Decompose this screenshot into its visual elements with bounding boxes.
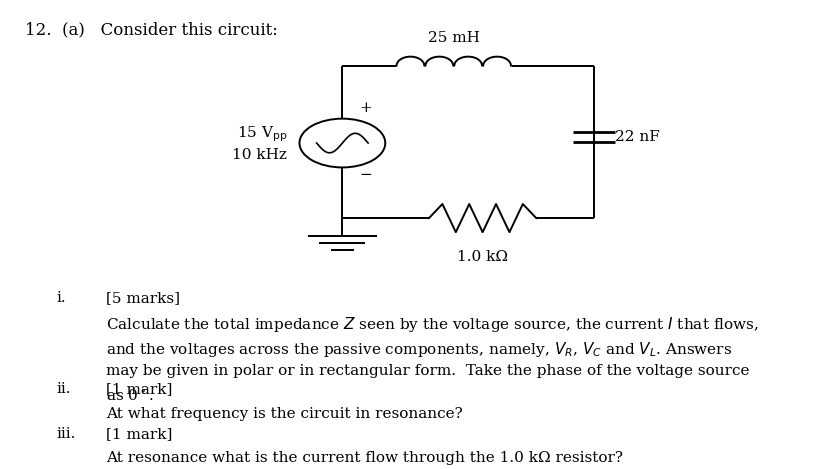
Text: 25 mH: 25 mH [428, 31, 479, 45]
Text: as 0$^\circ$.: as 0$^\circ$. [106, 388, 154, 404]
Text: −: − [360, 168, 372, 182]
Text: may be given in polar or in rectangular form.  Take the phase of the voltage sou: may be given in polar or in rectangular … [106, 364, 749, 378]
Text: 15 V$_{\rm pp}$: 15 V$_{\rm pp}$ [237, 125, 287, 144]
Text: and the voltages across the passive components, namely, $V_R$, $V_C$ and $V_L$. : and the voltages across the passive comp… [106, 340, 732, 359]
Text: 12.  (a)   Consider this circuit:: 12. (a) Consider this circuit: [25, 21, 278, 38]
Text: +: + [360, 101, 372, 115]
Text: At resonance what is the current flow through the 1.0 kΩ resistor?: At resonance what is the current flow th… [106, 451, 623, 465]
Text: [5 marks]: [5 marks] [106, 291, 180, 305]
Text: ii.: ii. [56, 382, 71, 396]
Text: [1 mark]: [1 mark] [106, 382, 172, 396]
Text: 22 nF: 22 nF [615, 130, 659, 144]
Text: Calculate the total impedance $Z$ seen by the voltage source, the current $I$ th: Calculate the total impedance $Z$ seen b… [106, 315, 758, 334]
Text: 10 kHz: 10 kHz [232, 148, 287, 162]
Text: 1.0 kΩ: 1.0 kΩ [457, 250, 508, 264]
Text: At what frequency is the circuit in resonance?: At what frequency is the circuit in reso… [106, 407, 462, 421]
Text: [1 mark]: [1 mark] [106, 427, 172, 441]
Text: i.: i. [56, 291, 66, 305]
Text: iii.: iii. [56, 427, 75, 441]
